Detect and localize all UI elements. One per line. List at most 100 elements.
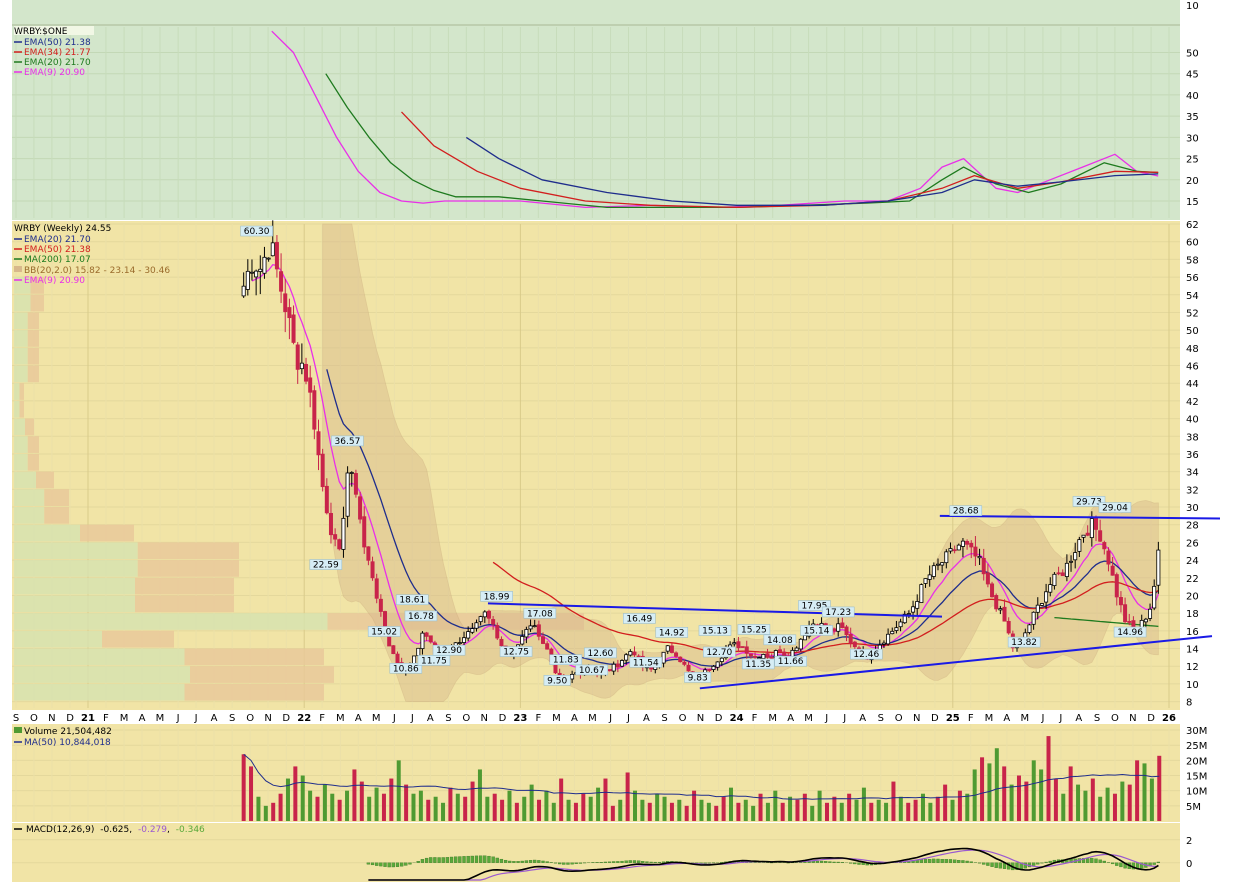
macd-hist-bar — [566, 862, 570, 865]
macd-hist-bar — [1036, 862, 1040, 865]
price-y-tick: 18 — [1186, 609, 1199, 620]
x-tick-label: D — [499, 713, 507, 724]
macd-hist-bar — [861, 862, 865, 865]
candle-body — [532, 625, 537, 628]
volume-profile-down — [36, 471, 54, 489]
x-tick-label: A — [787, 713, 794, 724]
peak-label-box — [1098, 502, 1132, 513]
candle-body — [1106, 550, 1111, 565]
volume-bar — [987, 763, 992, 821]
peak-label: 16.78 — [408, 612, 434, 622]
volume-profile-down — [44, 489, 69, 507]
volume-bar — [241, 754, 246, 821]
macd-hist-bar — [969, 861, 973, 863]
x-tick-label: O — [246, 713, 254, 724]
candle-body — [636, 655, 641, 658]
x-tick-label: S — [229, 713, 235, 724]
x-tick-label: J — [410, 713, 414, 724]
volume-bar — [1076, 784, 1081, 821]
candle-body — [349, 472, 354, 474]
volume-bar — [847, 793, 852, 821]
volume-profile — [14, 277, 584, 701]
volume-ma50-line — [243, 753, 1160, 800]
macd-hist-bar — [1119, 862, 1123, 868]
x-tick-label: D — [1147, 713, 1155, 724]
candle-body — [245, 270, 250, 290]
x-tick-label: N — [48, 713, 55, 724]
price-y-tick: 40 — [1186, 415, 1199, 426]
volume-profile-down — [327, 613, 584, 630]
macd-hist-bar — [387, 862, 391, 868]
price-y-tick: 52 — [1186, 308, 1199, 319]
candle-body — [757, 657, 762, 660]
peak-label: 12.70 — [706, 648, 732, 658]
candle-body — [570, 673, 575, 680]
peak-label-box — [1072, 496, 1106, 507]
x-tick-label: D — [715, 713, 723, 724]
macd-hist-bar — [799, 862, 803, 863]
volume-bar — [714, 805, 719, 821]
ratio-lines — [271, 30, 1159, 209]
macd-hist-bar — [849, 862, 853, 864]
candle-body — [474, 622, 479, 629]
volume-profile-up — [14, 577, 135, 595]
x-tick-label: N — [264, 713, 271, 724]
peak-label-box — [331, 435, 364, 447]
macd-histogram — [366, 847, 1161, 881]
volume-bar — [566, 799, 571, 821]
peak-label: 11.66 — [778, 657, 804, 667]
macd-hist-bar — [416, 861, 420, 863]
volume-legend-title: Volume 21,504,482 — [24, 727, 112, 737]
price-y-tick: 50 — [1186, 326, 1199, 337]
volume-bar — [802, 793, 807, 821]
volume-bar — [729, 787, 734, 821]
volume-bar — [633, 790, 638, 821]
candle-body — [428, 635, 433, 643]
volume-bar — [1046, 736, 1051, 821]
x-tick-label: A — [643, 713, 650, 724]
ratio-legend-ema34: EMA(34) 21.77 — [24, 48, 91, 58]
volume-bar — [824, 802, 829, 821]
candle-body — [881, 642, 886, 645]
volume-bar — [980, 757, 985, 821]
macd-hist-bar — [1015, 862, 1019, 870]
price-y-tick: 32 — [1186, 485, 1199, 496]
candle-body — [927, 574, 932, 580]
peak-label: 12.46 — [853, 650, 879, 660]
candle-body — [1081, 534, 1086, 538]
x-tick-label: D — [66, 713, 74, 724]
candle-body — [1148, 608, 1153, 619]
candle-body — [911, 606, 916, 613]
macd-legend-macd: -0.625 — [100, 825, 129, 835]
volume-profile-up — [14, 400, 20, 418]
peak-label: 11.35 — [745, 660, 771, 670]
candle-body — [249, 271, 254, 274]
candle-body — [333, 534, 338, 540]
x-tick-label: D — [282, 713, 290, 724]
macd-hist-bar — [516, 861, 520, 863]
macd-hist-bar — [624, 860, 628, 863]
candle-body — [1035, 604, 1040, 613]
candle-body — [320, 453, 325, 488]
price-y-tick: 36 — [1186, 450, 1199, 461]
peak-label-box — [741, 658, 775, 670]
volume-bar — [765, 802, 770, 821]
candle-body — [894, 627, 899, 631]
macd-hist-bar — [828, 861, 832, 863]
peak-label: 14.08 — [767, 636, 793, 646]
macd-hist-bar — [499, 858, 504, 863]
x-tick-label: A — [859, 713, 866, 724]
macd-hist-bar — [1044, 861, 1048, 863]
volume-bar — [249, 766, 254, 821]
volume-bar — [544, 790, 549, 821]
volume-bar — [891, 781, 896, 821]
volume-bar — [1039, 769, 1044, 821]
volume-bar — [699, 799, 704, 821]
x-tick-label: M — [120, 713, 129, 724]
peak-label-box — [703, 646, 736, 658]
macd-hist-bar — [545, 861, 549, 863]
candle-body — [956, 544, 961, 551]
candle-body — [524, 629, 529, 638]
macd-hist-bar — [1090, 858, 1094, 863]
candle-body — [270, 242, 275, 257]
